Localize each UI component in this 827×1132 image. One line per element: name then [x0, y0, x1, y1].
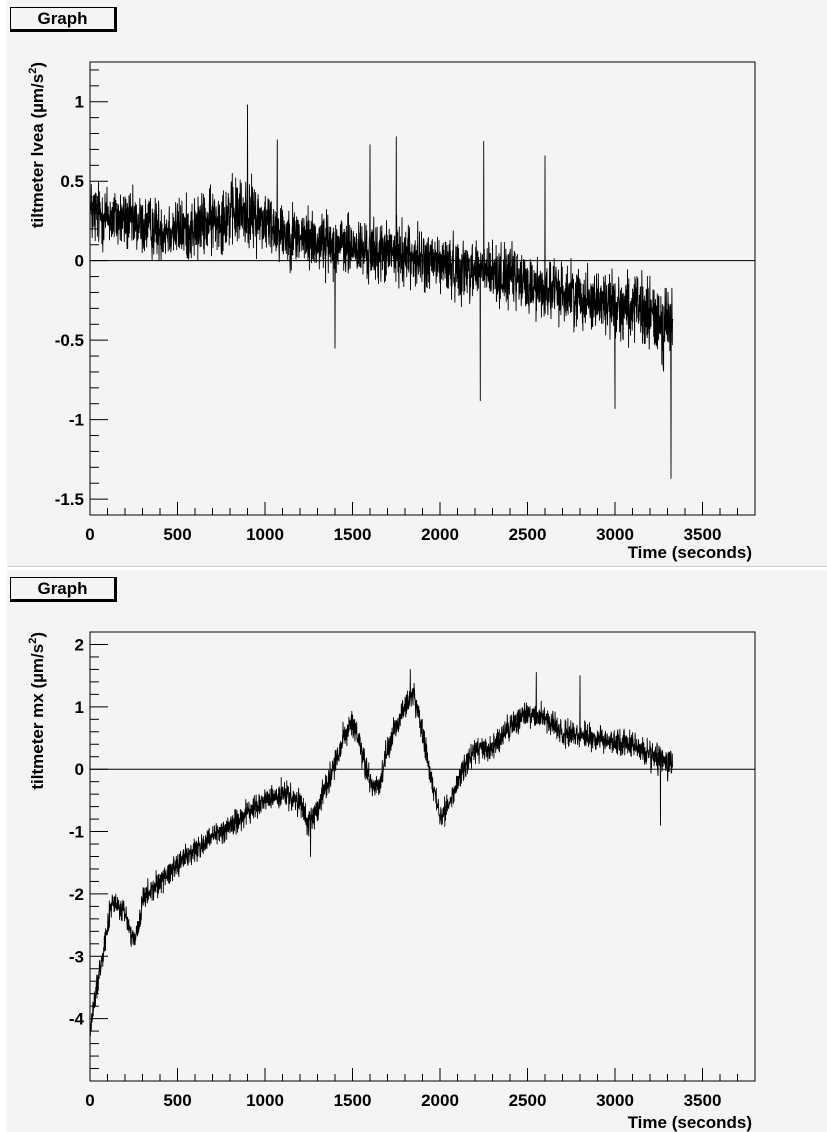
top-x-tick-label: 2500: [509, 525, 547, 544]
top-series-line: [89, 104, 674, 479]
bottom-y-tick-label: -2: [69, 885, 84, 904]
bottom-y-tick-label: 2: [75, 635, 84, 654]
bottom-x-tick-label: 500: [163, 1091, 191, 1110]
top-tiltmeter-lvea-chart: 0 500 1000 1500 2000 2500 3000 3500 -1.5 -1 -0.5 0 0…: [27, 61, 756, 562]
top-x-tick-label: 1500: [334, 525, 372, 544]
top-y-tick-label: 1: [75, 93, 84, 112]
top-x-tick-label: 0: [85, 525, 94, 544]
top-y-tick-label: -1: [69, 411, 84, 430]
top-graph-title: Graph: [10, 7, 117, 32]
top-y-tick-label: -1.5: [55, 490, 84, 509]
top-y-tick-label: -0.5: [55, 331, 84, 350]
bottom-x-tick-label: 2000: [421, 1091, 459, 1110]
bottom-tiltmeter-mx-chart: 0 500 1000 1500 2000 2500 3000 3500 -4 -3 -2 -1 0 1 2 T…: [27, 631, 756, 1132]
bottom-y-tick-label: -1: [69, 823, 84, 842]
top-plot-frame: [89, 61, 756, 516]
bottom-y-tick-label: 0: [75, 760, 84, 779]
bottom-x-tick-label: 0: [85, 1091, 94, 1110]
bottom-y-tick-label: -3: [69, 947, 84, 966]
top-x-tick-label: 1000: [246, 525, 284, 544]
top-x-tick-label: 3500: [684, 525, 722, 544]
bottom-series-line: [89, 668, 674, 1037]
top-graph-pad: Graph 0 500 1000 1500 2000 2500 3000 3500 -1.5 -1…: [7, 0, 827, 567]
bottom-x-tick-label: 2500: [509, 1091, 547, 1110]
top-x-tick-label: 3000: [596, 525, 634, 544]
bottom-y-axis-label: tiltmeter mx (µm/s2): [27, 632, 47, 790]
bottom-graph-title: Graph: [10, 577, 117, 602]
bottom-x-axis-label: Time (seconds): [628, 1113, 752, 1132]
top-x-tick-label: 500: [163, 525, 191, 544]
bottom-y-tick-label: -4: [69, 1010, 85, 1029]
top-y-tick-label: 0.5: [60, 172, 84, 191]
bottom-x-tick-label: 1000: [246, 1091, 284, 1110]
top-y-axis-label: tiltmeter lvea (µm/s2): [27, 62, 47, 228]
bottom-x-tick-label: 3000: [596, 1091, 634, 1110]
top-x-axis-label: Time (seconds): [628, 543, 752, 562]
bottom-x-tick-label: 1500: [334, 1091, 372, 1110]
bottom-graph-pad: Graph 0 500 1000 1500 2000 2500 3000 3500 -4 -3 -2…: [7, 570, 827, 1132]
bottom-y-tick-label: 1: [75, 698, 84, 717]
top-x-tick-label: 2000: [421, 525, 459, 544]
top-y-tick-label: 0: [75, 252, 84, 271]
bottom-x-tick-label: 3500: [684, 1091, 722, 1110]
